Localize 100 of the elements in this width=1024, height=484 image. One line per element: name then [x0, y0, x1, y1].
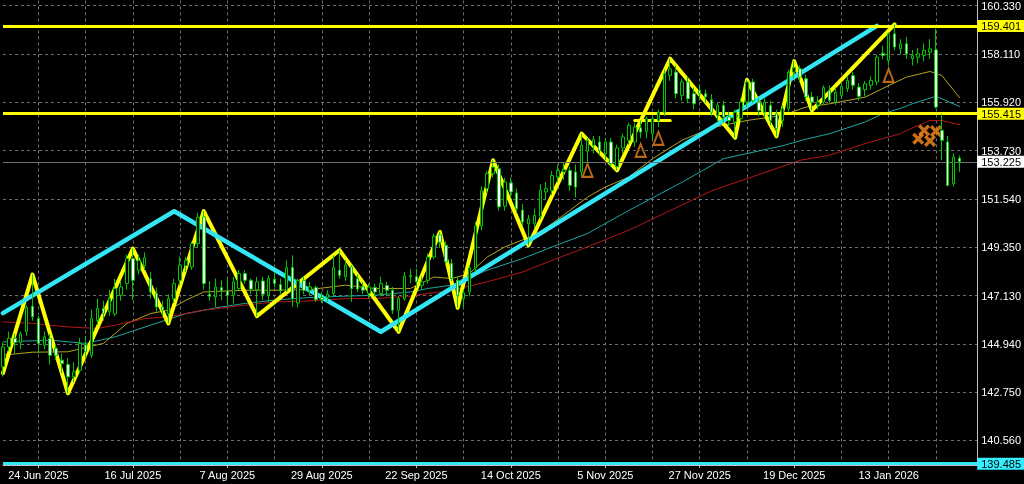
candlestick: [226, 278, 229, 306]
candlestick: [338, 249, 341, 280]
candlestick: [161, 300, 164, 317]
candlestick: [911, 49, 914, 67]
candlestick: [609, 137, 613, 168]
candlestick: [922, 43, 926, 62]
x-tick-label: 7 Aug 2025: [199, 468, 256, 481]
candlestick: [19, 331, 22, 350]
candlestick: [716, 102, 719, 124]
candlestick: [243, 269, 247, 285]
candlestick: [574, 163, 577, 198]
candlestick: [946, 135, 949, 187]
candlestick: [391, 286, 394, 315]
candlestick: [456, 276, 459, 309]
candlestick: [509, 177, 513, 198]
candlestick: [875, 54, 879, 86]
candlestick: [131, 248, 135, 301]
candlestick: [108, 289, 111, 317]
candlestick: [409, 268, 412, 284]
candlestick: [31, 274, 34, 322]
y-tick-label: 155.920: [981, 96, 1021, 109]
candlestick: [480, 185, 483, 231]
candlestick: [397, 295, 400, 333]
candlestick: [899, 38, 902, 56]
candlestick: [54, 344, 58, 361]
candlestick: [285, 259, 288, 293]
x-tick-label: 29 Aug 2025: [290, 468, 353, 481]
ref-line-label: 153.225: [981, 155, 1021, 168]
x-tick-label: 5 Nov 2025: [577, 468, 634, 481]
candlestick: [167, 293, 170, 324]
candlestick: [686, 76, 690, 104]
candlestick: [202, 210, 206, 291]
candlestick: [237, 269, 241, 291]
candlestick: [7, 331, 11, 352]
candlestick: [420, 276, 424, 291]
candlestick: [361, 281, 365, 295]
candlestick: [37, 315, 40, 355]
candlestick: [798, 65, 802, 82]
candlestick: [769, 100, 772, 126]
candlestick: [751, 78, 755, 104]
candlestick: [621, 133, 625, 154]
candlestick: [102, 300, 105, 322]
candlestick: [332, 254, 335, 297]
line-series: [2, 119, 961, 329]
candlestick: [515, 188, 518, 214]
candlestick: [249, 278, 253, 295]
candlestick: [125, 254, 129, 291]
candlestick: [840, 82, 843, 99]
candlestick: [48, 333, 52, 366]
candlestick: [881, 45, 885, 60]
candlestick: [775, 108, 778, 137]
candlestick: [190, 240, 194, 271]
candlestick: [379, 276, 383, 297]
x-tick-label: 19 Dec 2025: [763, 468, 826, 481]
candlestick: [503, 177, 507, 212]
candlestick: [438, 231, 442, 249]
candlestick: [733, 108, 737, 139]
candlestick: [84, 335, 87, 359]
candlestick: [645, 115, 648, 139]
y-tick-label: 147.130: [981, 289, 1021, 302]
candlestick: [544, 181, 548, 201]
candlestick: [302, 276, 306, 295]
candlestick: [485, 170, 489, 194]
candlestick: [562, 161, 566, 181]
line-series: [0, 23, 880, 335]
x-tick-label: 24 Jun 2025: [8, 468, 69, 481]
candlestick: [149, 271, 152, 300]
candlestick: [722, 100, 725, 124]
candlestick: [810, 91, 814, 111]
y-tick-label: 144.940: [981, 337, 1021, 350]
candlestick: [308, 281, 312, 296]
candlestick: [916, 47, 920, 64]
candlestick: [208, 280, 211, 302]
candlestick: [822, 84, 825, 106]
y-tick-label: 140.560: [981, 434, 1021, 447]
point: [912, 132, 925, 145]
candlestick: [692, 87, 696, 110]
candlestick: [828, 84, 831, 104]
candlestick: [491, 159, 495, 179]
candlestick: [13, 333, 17, 355]
y-tick-label: 160.330: [981, 0, 1021, 12]
candlestick: [474, 221, 477, 273]
point: [929, 125, 942, 138]
candlestick: [792, 60, 796, 80]
x-tick-label: 13 Jan 2026: [858, 468, 919, 481]
candlestick: [680, 78, 684, 102]
candlestick: [757, 98, 761, 117]
candlestick: [556, 163, 560, 183]
candlestick: [172, 278, 176, 304]
candlestick: [196, 212, 200, 249]
candlestick: [763, 98, 766, 119]
candlestick: [816, 95, 820, 110]
candlestick: [615, 144, 619, 171]
candlestick: [497, 163, 501, 212]
candlestick: [804, 73, 808, 102]
candlestick: [739, 98, 743, 124]
candlestick: [291, 254, 294, 308]
candlestick: [905, 36, 908, 60]
candlestick: [184, 256, 188, 273]
candlestick: [604, 137, 607, 161]
